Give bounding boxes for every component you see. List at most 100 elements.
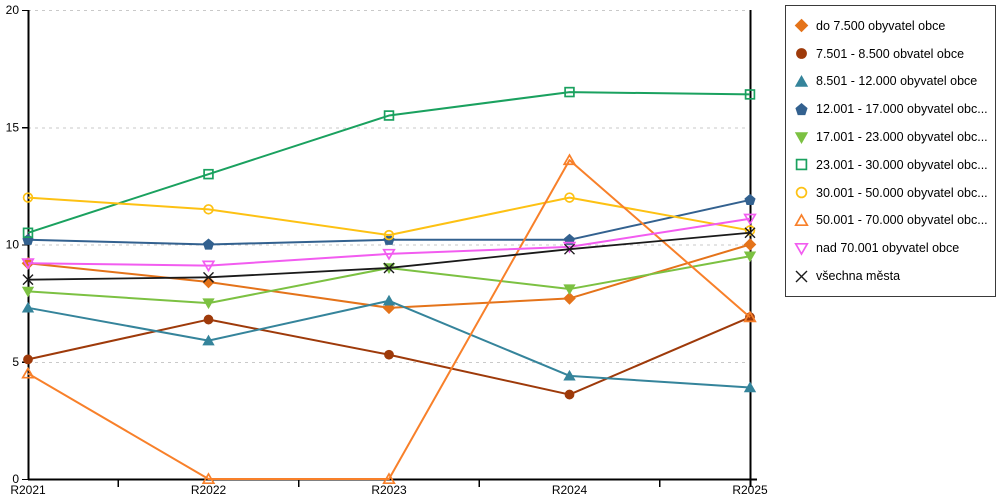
marker-circle — [23, 354, 33, 365]
legend-item-3: 12.001 - 17.000 obyvatel obc... — [794, 102, 991, 117]
series-1 — [23, 312, 755, 400]
marker-triangle-up — [794, 74, 809, 87]
marker-triangle-down — [794, 242, 809, 256]
marker-triangle-down — [743, 251, 757, 263]
marker-circle — [383, 229, 395, 241]
marker-circle — [203, 314, 214, 325]
series-9 — [22, 227, 756, 286]
marker-triangle-down — [563, 284, 576, 296]
marker-triangle-up — [201, 472, 216, 485]
triangle-up-marker-icon — [794, 213, 809, 227]
legend-label: 23.001 - 30.000 obyvatel obc... — [816, 157, 988, 172]
marker-triangle-up — [202, 334, 215, 346]
marker-square — [203, 168, 214, 180]
legend-label: nad 70.001 obyvatel obce — [816, 241, 960, 256]
triangle-down-marker-icon — [794, 242, 809, 256]
chart-legend: do 7.500 obyvatel obce 7.501 - 8.500 obva… — [785, 5, 996, 297]
marker-circle — [564, 192, 575, 203]
series-line — [27, 91, 751, 234]
marker-triangle-down — [21, 258, 35, 270]
series-line — [27, 196, 751, 237]
marker-circle — [384, 349, 394, 360]
x-tick-label: R2021 — [10, 483, 46, 497]
series-2 — [21, 294, 757, 393]
marker-triangle-down — [21, 286, 35, 298]
y-tick-label: 5 — [12, 355, 19, 369]
marker-circle — [744, 225, 756, 236]
marker-triangle-down — [794, 131, 809, 144]
x-tick-label: R2023 — [371, 483, 407, 497]
marker-triangle-down — [201, 260, 216, 273]
marker-triangle-down — [382, 248, 396, 261]
marker-triangle-up — [563, 369, 576, 381]
marker-x — [203, 271, 214, 283]
marker-pentagon — [744, 193, 756, 206]
marker-triangle-up — [562, 153, 577, 166]
diamond-marker-icon — [794, 19, 809, 33]
marker-x — [744, 227, 756, 239]
x-tick-label: R2022 — [191, 483, 227, 497]
legend-label: 7.501 - 8.500 obvatel obce — [816, 46, 965, 61]
circle-marker-icon — [795, 186, 808, 199]
x-marker-icon — [795, 270, 808, 283]
legend-item-6: 30.001 - 50.000 obyvatel obc... — [794, 185, 991, 200]
marker-circle — [795, 186, 808, 199]
marker-square — [564, 86, 575, 98]
marker-square — [383, 110, 395, 121]
circle-marker-icon — [796, 48, 807, 60]
marker-x — [564, 243, 575, 255]
legend-item-9: všechna města — [794, 269, 991, 284]
legend-item-4: 17.001 - 23.000 obyvatel obc... — [794, 130, 991, 145]
legend-item-1: 7.501 - 8.500 obvatel obce — [794, 46, 991, 61]
y-tick-label: 20 — [6, 3, 20, 17]
marker-x — [795, 270, 808, 283]
legend-item-7: 50.001 - 70.000 obyvatel obc... — [794, 213, 991, 228]
marker-square — [22, 227, 34, 239]
series-3 — [22, 193, 756, 250]
legend-label: 8.501 - 12.000 obyvatel obce — [816, 74, 978, 89]
marker-triangle-down — [743, 213, 757, 226]
marker-triangle-up — [21, 366, 35, 379]
marker-triangle-up — [382, 294, 396, 306]
marker-x — [22, 274, 34, 286]
series-line — [27, 217, 751, 267]
series-line — [27, 159, 751, 480]
marker-square — [795, 159, 808, 171]
x-tick-label: R2025 — [732, 483, 768, 497]
marker-circle — [796, 48, 807, 60]
series-7 — [21, 153, 757, 485]
series-5 — [22, 86, 756, 239]
marker-circle — [22, 192, 34, 203]
legend-item-2: 8.501 - 12.000 obyvatel obce — [794, 74, 991, 89]
legend-label: všechna města — [816, 269, 901, 284]
x-tick-label: R2024 — [552, 483, 588, 497]
legend-label: do 7.500 obyvatel obce — [816, 18, 946, 33]
marker-circle — [203, 204, 214, 215]
legend-item-0: do 7.500 obyvatel obce — [794, 18, 991, 33]
marker-triangle-down — [202, 298, 215, 310]
triangle-up-marker-icon — [794, 74, 809, 87]
marker-triangle-up — [794, 213, 809, 227]
marker-x — [383, 262, 395, 274]
marker-pentagon — [22, 233, 34, 245]
marker-pentagon — [795, 102, 808, 115]
pentagon-marker-icon — [795, 102, 808, 115]
square-marker-icon — [795, 159, 808, 171]
series-6 — [22, 192, 756, 241]
marker-square — [744, 89, 756, 100]
legend-item-8: nad 70.001 obyvatel obce — [794, 241, 991, 256]
marker-diamond — [563, 292, 576, 305]
marker-triangle-up — [743, 310, 757, 323]
legend-label: 17.001 - 23.000 obyvatel obc... — [816, 130, 988, 145]
y-tick-label: 15 — [6, 120, 20, 134]
marker-circle — [564, 389, 575, 400]
marker-triangle-up — [743, 381, 757, 393]
legend-label: 50.001 - 70.000 obyvatel obc... — [816, 213, 988, 228]
y-tick-label: 10 — [6, 238, 20, 252]
marker-diamond — [794, 19, 809, 33]
legend-label: 30.001 - 50.000 obyvatel obc... — [816, 185, 988, 200]
marker-diamond — [743, 238, 757, 251]
y-tick-label: 0 — [12, 472, 19, 486]
